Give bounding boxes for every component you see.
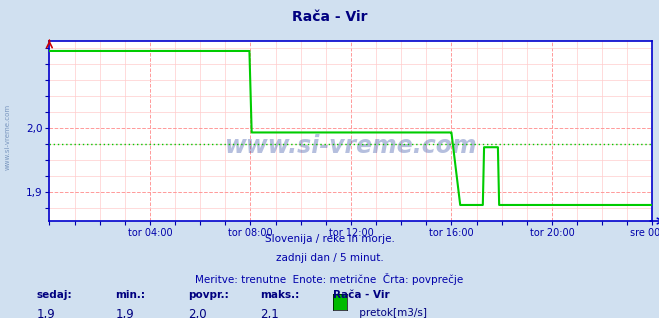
Text: zadnji dan / 5 minut.: zadnji dan / 5 minut. [275, 253, 384, 263]
Text: Slovenija / reke in morje.: Slovenija / reke in morje. [264, 234, 395, 244]
Text: pretok[m3/s]: pretok[m3/s] [356, 308, 427, 318]
Text: Rača - Vir: Rača - Vir [333, 290, 389, 300]
Text: 2,0: 2,0 [188, 308, 206, 318]
Text: min.:: min.: [115, 290, 146, 300]
Text: 1,9: 1,9 [115, 308, 134, 318]
Text: 1,9: 1,9 [36, 308, 55, 318]
Text: Meritve: trenutne  Enote: metrične  Črta: povprečje: Meritve: trenutne Enote: metrične Črta: … [195, 273, 464, 285]
Text: maks.:: maks.: [260, 290, 300, 300]
Text: www.si-vreme.com: www.si-vreme.com [5, 104, 11, 170]
Text: 2,1: 2,1 [260, 308, 279, 318]
Text: sedaj:: sedaj: [36, 290, 72, 300]
Text: povpr.:: povpr.: [188, 290, 229, 300]
Text: Rača - Vir: Rača - Vir [292, 10, 367, 24]
Text: www.si-vreme.com: www.si-vreme.com [225, 134, 477, 157]
